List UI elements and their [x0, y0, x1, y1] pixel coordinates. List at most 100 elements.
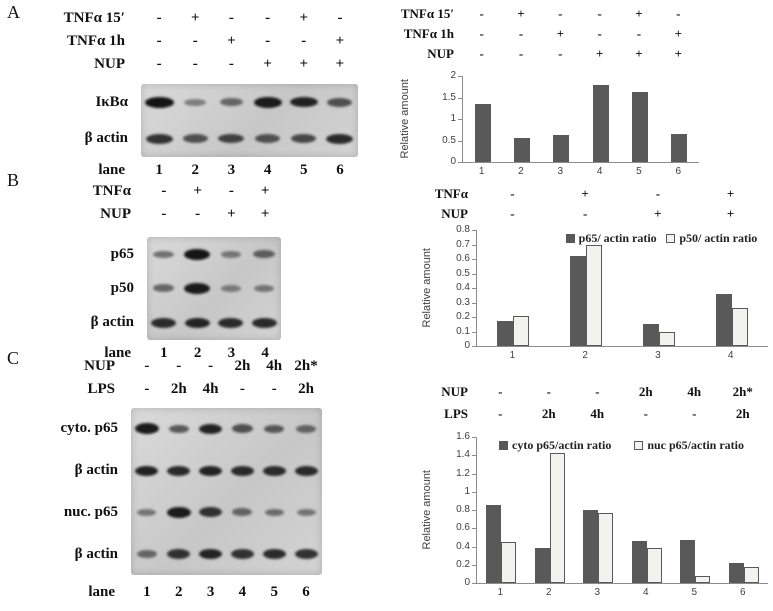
blot-lane [226, 549, 258, 560]
y-axis-label: Relative amount [420, 437, 434, 583]
lane-row: lane 1 2 3 4 5 6 [30, 159, 358, 182]
chart-header-values: - - + - - + [462, 24, 698, 44]
treatment-row: NUP - - + + [30, 203, 282, 226]
protein-band [144, 96, 174, 108]
protein-band [289, 97, 318, 108]
lane-label: lane [88, 584, 115, 600]
treatment-label: TNFα 15′ [63, 10, 125, 26]
blot-lane [163, 465, 195, 476]
treatment-value: - [161, 183, 167, 199]
y-tick-label: 1 [464, 485, 470, 497]
blot-lane [322, 97, 358, 107]
blot-lane [177, 98, 213, 106]
panel-b-treatment-grid: TNFα - + - + NUP - - + + [30, 180, 282, 226]
blot-band-row [141, 84, 358, 121]
x-tick-label: 2 [582, 350, 588, 361]
treatment-value: - [337, 10, 343, 26]
bar [474, 103, 491, 162]
y-tick-label: 0.1 [456, 325, 470, 337]
protein-band [296, 424, 317, 433]
panel-b-western-blot [147, 237, 281, 340]
protein-band [199, 549, 223, 560]
protein-band [167, 465, 191, 476]
band-label: β actin [74, 545, 118, 562]
y-tick-mark [472, 331, 476, 333]
y-tick-label: 0.8 [456, 224, 470, 235]
treatment-value: 2h [298, 381, 314, 397]
blot-lane [286, 97, 322, 108]
x-tick-label: 4 [596, 166, 603, 177]
chart-header-values: - - + + [476, 204, 767, 224]
protein-band [253, 96, 282, 108]
y-tick-mark [458, 97, 462, 99]
protein-band [137, 508, 157, 516]
chart-header-value: - [518, 46, 524, 61]
chart-header-values: - + - + [476, 184, 767, 204]
treatment-value: - [265, 10, 271, 26]
blot-lane [195, 549, 227, 560]
bar [553, 135, 570, 162]
chart-header-value: - [546, 384, 551, 399]
blot-lane [147, 284, 181, 293]
treatment-value: + [263, 56, 272, 72]
blot-lane [195, 423, 227, 434]
bar [632, 92, 648, 162]
chart-header-value: 2h* [732, 384, 753, 399]
treatment-value: - [239, 381, 245, 397]
treatment-value: - [195, 206, 201, 222]
treatment-value: - [208, 358, 214, 374]
chart-header-value: - [498, 406, 503, 421]
y-axis-label-text: Relative amount [399, 79, 411, 159]
y-tick-label: 0.6 [456, 253, 470, 264]
protein-band [232, 508, 253, 517]
treatment-values: - - - 2h 4h 2h* [131, 358, 322, 375]
blot-lane [131, 508, 163, 516]
bar [592, 84, 609, 162]
treatment-values: - + - - + - [141, 10, 358, 27]
lane-numbers: 1 2 3 4 [147, 345, 282, 362]
protein-band [184, 282, 211, 294]
y-tick-mark [472, 564, 476, 566]
protein-band [145, 133, 173, 144]
blot-band-row [131, 533, 322, 575]
chart-header-value: - [510, 206, 515, 221]
blot-lane [226, 424, 258, 434]
legend-swatch [565, 233, 575, 243]
bar [586, 244, 603, 346]
treatment-label: NUP [94, 56, 125, 72]
chart-header-value: 2h [735, 406, 750, 421]
treatment-value: + [335, 56, 345, 72]
x-tick-label: 5 [636, 166, 642, 177]
treatment-row: TNFα - + - + [30, 180, 282, 203]
band-label: β actin [74, 462, 118, 479]
bar [728, 562, 744, 583]
treatment-value: - [228, 10, 234, 26]
x-tick-label: 6 [739, 587, 746, 598]
chart-header-label: NUP [441, 384, 468, 399]
legend: cyto p65/actin ratio nuc p65/actin ratio [476, 438, 767, 452]
y-axis-label-text: Relative amount [421, 248, 433, 328]
blot-lane [258, 508, 290, 516]
legend: p65/ actin ratio p50/ actin ratio [556, 231, 767, 245]
blot-lane [131, 465, 163, 476]
protein-band [294, 465, 318, 476]
band-label: p50 [110, 279, 134, 296]
panel-c-lane-row: lane 1 2 3 4 5 6 [30, 581, 322, 604]
bar [646, 548, 662, 583]
chart-header-value: - [692, 406, 697, 421]
treatment-value: - [156, 33, 162, 49]
chart-header-label: TNFα 15′ [400, 6, 454, 21]
band-label: p65 [110, 245, 134, 262]
chart-header-value: + [726, 206, 735, 221]
y-tick-mark [472, 583, 476, 584]
lane-number: 3 [206, 584, 215, 600]
chart-header-value: + [674, 46, 683, 61]
lane-number: 6 [336, 162, 344, 178]
lane-number: 5 [270, 584, 278, 600]
treatment-label: NUP [84, 358, 115, 374]
y-axis-label-text: Relative amount [421, 470, 433, 550]
y-tick-mark [472, 546, 476, 548]
treatment-values: - - + - - + [141, 33, 358, 50]
chart-header-value: - [479, 46, 484, 61]
treatment-values: - - - + + + [141, 56, 358, 73]
